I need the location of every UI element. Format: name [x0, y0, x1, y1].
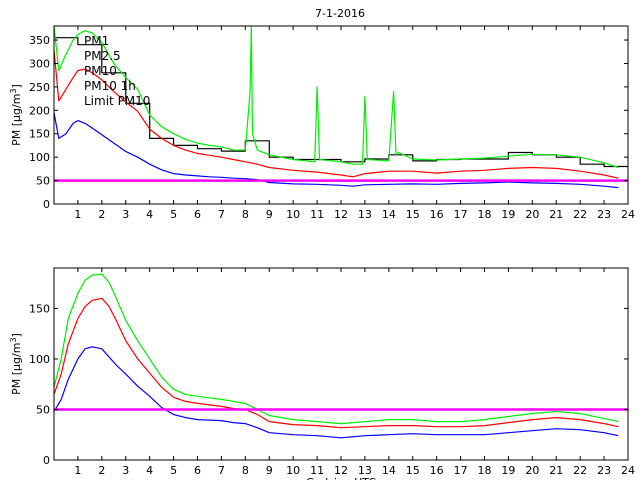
- x-tick-label: 4: [146, 464, 153, 477]
- x-tick-label: 11: [310, 464, 324, 477]
- legend-entry: PM2.5: [84, 49, 121, 63]
- x-tick-label: 13: [358, 208, 372, 221]
- x-tick-label: 7: [218, 208, 225, 221]
- y-tick-label: 50: [36, 403, 50, 416]
- x-tick-label: 12: [334, 464, 348, 477]
- x-tick-label: 20: [525, 208, 539, 221]
- y-axis-label: PM [µg/m3]: [9, 84, 23, 146]
- x-tick-label: 12: [334, 208, 348, 221]
- x-tick-label: 1: [74, 464, 81, 477]
- x-tick-label: 20: [525, 464, 539, 477]
- x-tick-label: 8: [242, 464, 249, 477]
- x-tick-label: 15: [406, 464, 420, 477]
- legend-entry: Limit PM10: [84, 94, 150, 108]
- x-tick-label: 2: [98, 464, 105, 477]
- plot-frame: [53, 267, 629, 461]
- x-tick-label: 3: [122, 464, 129, 477]
- x-tick-label: 4: [146, 208, 153, 221]
- legend-entry: PM10 1h: [84, 79, 136, 93]
- x-tick-label: 7: [218, 464, 225, 477]
- y-tick-label: 200: [29, 104, 50, 117]
- y-tick-label: 0: [43, 198, 50, 211]
- x-tick-label: 16: [430, 208, 444, 221]
- x-tick-label: 23: [597, 464, 611, 477]
- y-axis-label-main: PM [µg/m: [10, 343, 23, 395]
- series-pm2-5-line: [54, 49, 619, 179]
- series-group: [54, 273, 628, 439]
- x-tick-label: 9: [266, 208, 273, 221]
- x-tick-label: 22: [573, 464, 587, 477]
- legend-entry: PM1: [84, 34, 109, 48]
- x-tick-label: 10: [286, 464, 300, 477]
- x-tick-label: 24: [621, 464, 635, 477]
- y-tick-label: 0: [43, 454, 50, 467]
- y-axis-label-sup: 3: [9, 88, 18, 93]
- chart-title: 7-1-2016: [315, 7, 365, 20]
- y-axis-label-end: ]: [10, 333, 23, 337]
- y-tick-label: 150: [29, 302, 50, 315]
- y-tick-label: 100: [29, 151, 50, 164]
- series-pm1-line: [54, 346, 619, 439]
- x-tick-label: 3: [122, 208, 129, 221]
- x-tick-label: 6: [194, 464, 201, 477]
- y-tick-label: 50: [36, 175, 50, 188]
- x-tick-label: 17: [454, 208, 468, 221]
- x-tick-label: 23: [597, 208, 611, 221]
- y-axis-label-main: PM [µg/m: [10, 94, 23, 146]
- x-tick-label: 14: [382, 464, 396, 477]
- y-tick-label: 100: [29, 353, 50, 366]
- x-tick-label: 21: [549, 464, 563, 477]
- x-tick-label: 19: [501, 464, 515, 477]
- x-tick-label: 18: [478, 464, 492, 477]
- x-tick-label: 22: [573, 208, 587, 221]
- x-tick-label: 16: [430, 464, 444, 477]
- series-group: [54, 26, 628, 189]
- y-tick-label: 250: [29, 81, 50, 94]
- series-pm10-line: [54, 273, 619, 425]
- x-tick-label: 5: [170, 464, 177, 477]
- x-tick-label: 18: [478, 208, 492, 221]
- x-tick-label: 2: [98, 208, 105, 221]
- y-tick-label: 300: [29, 57, 50, 70]
- x-axis-label: Godzina UTC: [306, 476, 376, 480]
- x-tick-label: 8: [242, 208, 249, 221]
- y-tick-label: 350: [29, 34, 50, 47]
- y-axis-label-sup: 3: [9, 337, 18, 342]
- x-tick-label: 14: [382, 208, 396, 221]
- y-axis-label-end: ]: [10, 84, 23, 88]
- x-tick-label: 11: [310, 208, 324, 221]
- x-tick-label: 6: [194, 208, 201, 221]
- legend-entry: PM10: [84, 64, 117, 78]
- y-tick-label: 150: [29, 128, 50, 141]
- x-tick-label: 21: [549, 208, 563, 221]
- x-tick-label: 9: [266, 464, 273, 477]
- x-tick-label: 17: [454, 464, 468, 477]
- y-axis-label: PM [µg/m3]: [9, 333, 23, 395]
- x-tick-label: 19: [501, 208, 515, 221]
- x-tick-label: 15: [406, 208, 420, 221]
- x-tick-label: 5: [170, 208, 177, 221]
- x-tick-label: 1: [74, 208, 81, 221]
- series-pm10-1h-line: [54, 37, 628, 168]
- x-tick-label: 24: [621, 208, 635, 221]
- series-pm10-line: [54, 26, 619, 169]
- series-pm1-line: [54, 112, 619, 189]
- x-tick-label: 10: [286, 208, 300, 221]
- x-tick-label: 13: [358, 464, 372, 477]
